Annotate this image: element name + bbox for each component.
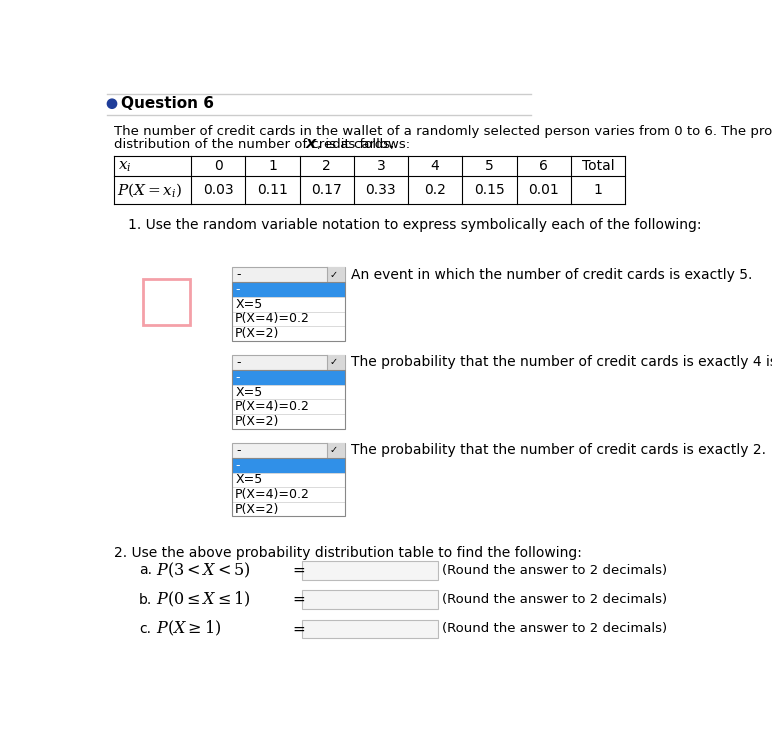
Bar [232, 326, 344, 341]
Text: The number of credit cards in the wallet of a randomly selected person varies fr: The number of credit cards in the wallet… [113, 125, 772, 138]
Text: c.: c. [139, 622, 151, 636]
Text: The probability that the number of credit cards is exactly 2.: The probability that the number of credi… [350, 443, 766, 457]
Text: -: - [236, 444, 241, 457]
Text: P(X=2): P(X=2) [235, 503, 279, 516]
Text: b.: b. [139, 592, 152, 606]
Bar [232, 442, 344, 458]
Text: =: = [293, 592, 305, 607]
Text: -: - [236, 268, 241, 281]
Text: P(X=2): P(X=2) [235, 415, 279, 428]
Text: 2: 2 [322, 159, 331, 173]
Bar [232, 473, 344, 487]
Bar [232, 311, 344, 326]
Text: -: - [236, 356, 241, 369]
Bar [232, 385, 344, 400]
Bar [232, 370, 344, 428]
Text: a.: a. [139, 563, 152, 577]
Bar [302, 620, 438, 638]
Text: X=5: X=5 [235, 386, 262, 399]
Text: 6: 6 [539, 159, 548, 173]
Bar [327, 355, 344, 370]
Text: P(X=4)=0.2: P(X=4)=0.2 [235, 313, 310, 325]
Text: (Round the answer to 2 decimals): (Round the answer to 2 decimals) [442, 564, 667, 577]
Text: Question 6: Question 6 [121, 96, 215, 111]
Bar [232, 458, 344, 473]
Bar [232, 283, 344, 341]
Text: P(X=4)=0.2: P(X=4)=0.2 [235, 400, 310, 413]
Text: , is as follows:: , is as follows: [317, 138, 411, 151]
Text: P(X=4)=0.2: P(X=4)=0.2 [235, 488, 310, 501]
Text: 0.11: 0.11 [257, 183, 288, 197]
Text: 3: 3 [377, 159, 385, 173]
Text: ✓: ✓ [330, 445, 337, 456]
Text: (Round the answer to 2 decimals): (Round the answer to 2 decimals) [442, 623, 667, 635]
Text: 0.03: 0.03 [203, 183, 233, 197]
Bar [327, 442, 344, 458]
Bar [327, 267, 344, 283]
Text: 0: 0 [214, 159, 222, 173]
Bar [232, 400, 344, 414]
Text: -: - [235, 371, 240, 384]
Text: -: - [235, 459, 240, 472]
Text: 5: 5 [485, 159, 494, 173]
Circle shape [107, 99, 117, 108]
Text: 2. Use the above probability distribution table to find the following:: 2. Use the above probability distributio… [113, 545, 581, 559]
Bar [232, 355, 344, 370]
Text: X: X [306, 138, 316, 151]
Bar [232, 283, 344, 297]
Text: 4: 4 [431, 159, 439, 173]
Text: 0.01: 0.01 [528, 183, 559, 197]
Text: X=5: X=5 [235, 473, 262, 486]
Bar [232, 297, 344, 311]
Text: =: = [293, 621, 305, 637]
Bar [232, 370, 344, 385]
Text: -: - [235, 283, 240, 296]
Text: 1: 1 [268, 159, 277, 173]
Text: $P(3 < X < 5)$: $P(3 < X < 5)$ [156, 561, 251, 580]
Bar [302, 561, 438, 579]
Text: Total: Total [581, 159, 615, 173]
Text: $P(X = x_i)$: $P(X = x_i)$ [117, 181, 182, 199]
Text: 0.15: 0.15 [474, 183, 505, 197]
Text: $x_i$: $x_i$ [118, 158, 132, 174]
Text: =: = [293, 563, 305, 578]
Text: distribution of the number of credit cards,: distribution of the number of credit car… [113, 138, 398, 151]
Text: 1. Use the random variable notation to express symbolically each of the followin: 1. Use the random variable notation to e… [127, 218, 701, 232]
Text: 1: 1 [594, 183, 602, 197]
Text: (Round the answer to 2 decimals): (Round the answer to 2 decimals) [442, 593, 667, 606]
Bar [232, 502, 344, 517]
Text: 0.2: 0.2 [425, 183, 446, 197]
Text: An event in which the number of credit cards is exactly 5.: An event in which the number of credit c… [350, 268, 752, 282]
Text: 0.33: 0.33 [366, 183, 396, 197]
Text: P(X=2): P(X=2) [235, 327, 279, 340]
Text: X=5: X=5 [235, 298, 262, 311]
Text: The probability that the number of credit cards is exactly 4 is equal to 0.2.: The probability that the number of credi… [350, 355, 772, 369]
Text: ✓: ✓ [330, 358, 337, 367]
Text: $P(X \geq 1)$: $P(X \geq 1)$ [156, 619, 222, 639]
Bar [302, 590, 438, 609]
Text: ✓: ✓ [330, 269, 337, 280]
Bar [143, 279, 189, 325]
Bar [232, 458, 344, 517]
Text: $P(0 \leq X \leq 1)$: $P(0 \leq X \leq 1)$ [156, 590, 251, 609]
Bar [232, 267, 344, 283]
Bar [232, 414, 344, 428]
Bar [232, 487, 344, 502]
Text: 0.17: 0.17 [311, 183, 342, 197]
